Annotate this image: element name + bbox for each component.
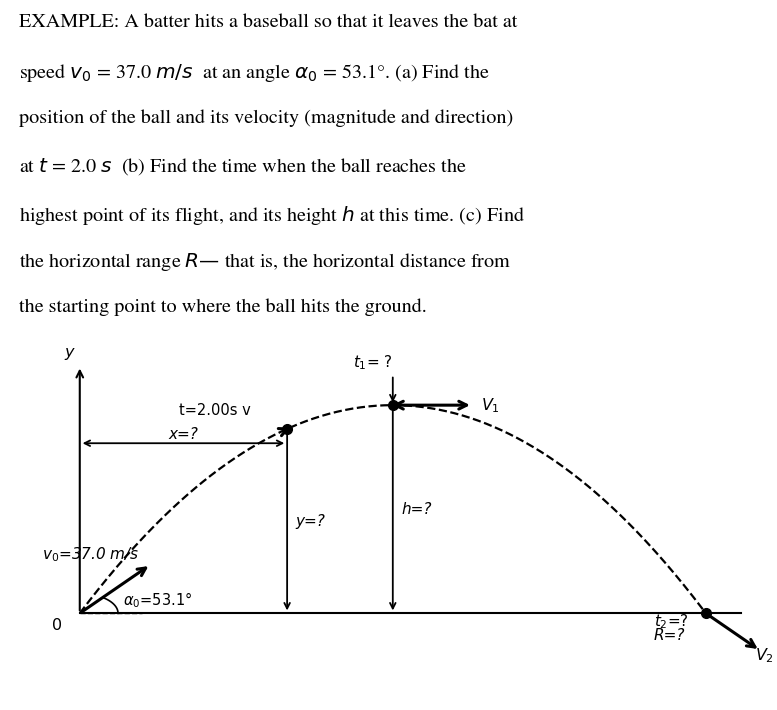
Text: h=?: h=? [401,502,432,517]
Text: x=?: x=? [169,427,198,442]
Text: speed $v_0$ = 37.0 $m/s$  at an angle $\alpha_0$ = 53.1°. (a) Find the: speed $v_0$ = 37.0 $m/s$ at an angle $\a… [19,62,490,84]
Text: at $t$ = 2.0 $s$  (b) Find the time when the ball reaches the: at $t$ = 2.0 $s$ (b) Find the time when … [19,156,467,177]
Text: position of the ball and its velocity (magnitude and direction): position of the ball and its velocity (m… [19,109,514,126]
Text: R=?: R=? [653,628,685,643]
Text: EXAMPLE: A batter hits a baseball so that it leaves the bat at: EXAMPLE: A batter hits a baseball so tha… [19,14,517,31]
Text: the horizontal range $R$— that is, the horizontal distance from: the horizontal range $R$— that is, the h… [19,251,511,273]
Text: y=?: y=? [295,513,326,528]
Text: $t_2$=?: $t_2$=? [653,612,688,630]
Text: y: y [64,345,74,360]
Text: $t_1$= ?: $t_1$= ? [354,354,393,372]
Text: the starting point to where the ball hits the ground.: the starting point to where the ball hit… [19,298,427,316]
Text: $v_0$=37.0 m/s: $v_0$=37.0 m/s [41,545,139,564]
Text: 0: 0 [52,618,62,633]
Text: highest point of its flight, and its height $h$ at this time. (c) Find: highest point of its flight, and its hei… [19,204,525,226]
Text: $\alpha_0$=53.1°: $\alpha_0$=53.1° [123,591,192,610]
Text: $V_1$: $V_1$ [481,395,500,415]
Text: t=2.00s v: t=2.00s v [179,403,251,417]
Text: $V_2$: $V_2$ [755,647,775,665]
